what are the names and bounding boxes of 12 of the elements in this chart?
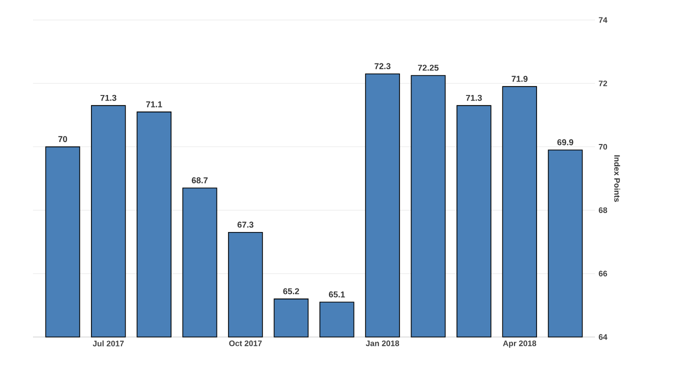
data-label: 67.3 [238, 222, 254, 228]
data-label: 70 [58, 136, 68, 142]
data-label: 65.1 [328, 291, 345, 298]
data-label: 71.3 [100, 94, 116, 101]
data-label: 71.9 [512, 76, 528, 82]
data-label: 65.2 [283, 288, 300, 294]
data-label: 71.1 [146, 101, 162, 108]
data-label: 69.9 [557, 139, 574, 146]
data-label: 72.3 [374, 63, 390, 70]
data-label: 71.3 [466, 94, 482, 101]
data-label: 72.25 [418, 64, 439, 71]
data-label: 68.7 [192, 177, 208, 184]
